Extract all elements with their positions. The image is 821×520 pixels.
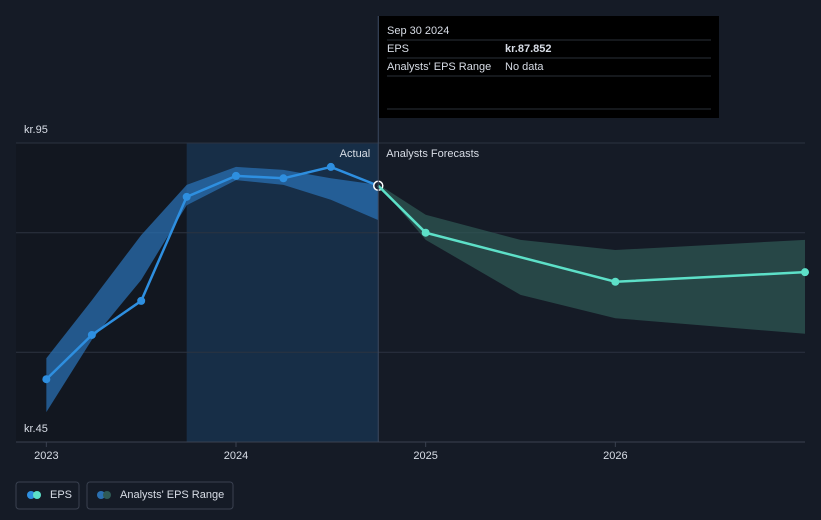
legend-icon xyxy=(97,491,105,499)
legend-label: EPS xyxy=(50,489,72,501)
point xyxy=(611,277,620,286)
point xyxy=(42,375,51,384)
line xyxy=(45,165,379,381)
y-tick-label: kr.95 xyxy=(24,124,48,136)
point xyxy=(279,174,288,183)
point xyxy=(326,162,335,171)
tooltip-label: Analysts' EPS Range xyxy=(387,61,491,73)
point xyxy=(137,296,146,305)
point xyxy=(87,330,96,339)
x-tick-label: 2026 xyxy=(603,450,627,462)
tooltip-date: Sep 30 2024 xyxy=(387,25,449,37)
annotation: Actual xyxy=(340,148,371,160)
point xyxy=(182,192,191,201)
tooltip-value: No data xyxy=(505,61,544,73)
point xyxy=(232,171,241,180)
legend-icon xyxy=(103,491,111,499)
tooltip-value: kr.87.852 xyxy=(505,43,552,55)
legend-item[interactable] xyxy=(86,481,234,510)
range-band xyxy=(378,184,805,334)
point xyxy=(801,268,809,277)
tooltip-label: EPS xyxy=(387,43,409,55)
x-tick-label: 2024 xyxy=(224,450,248,462)
legend-label: Analysts' EPS Range xyxy=(120,489,224,501)
legend-item[interactable] xyxy=(15,481,80,510)
x-tick-label: 2025 xyxy=(413,450,437,462)
y-tick-label: kr.45 xyxy=(24,423,48,435)
annotation: Analysts Forecasts xyxy=(386,148,479,160)
point xyxy=(421,228,430,237)
tooltip xyxy=(379,16,719,118)
x-tick-label: 2023 xyxy=(34,450,58,462)
range-band xyxy=(46,166,379,413)
legend-icon xyxy=(27,491,35,499)
line xyxy=(377,184,806,283)
legend-icon xyxy=(33,491,41,499)
